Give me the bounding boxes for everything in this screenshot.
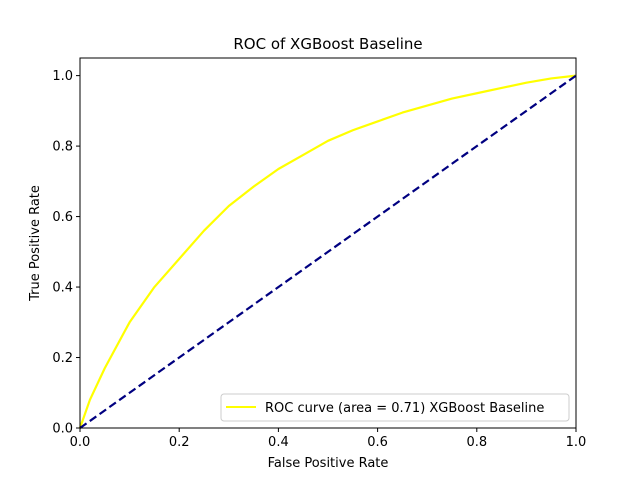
- y-tick-label: 1.0: [52, 69, 73, 84]
- roc-curve-line: [78, 74, 577, 429]
- y-tick-label: 0.6: [52, 210, 73, 225]
- chance-diagonal-line: [79, 74, 577, 429]
- x-tick-label: 1.0: [566, 435, 587, 450]
- plot-frame: [79, 57, 577, 429]
- y-axis-label: True Positive Rate: [28, 185, 43, 302]
- x-tick-label: 0.0: [70, 435, 91, 450]
- x-tick-label: 0.2: [169, 435, 190, 450]
- y-tick-label: 0.2: [52, 351, 73, 366]
- y-tick-label: 0.4: [52, 281, 73, 296]
- legend: ROC curve (area = 0.71) XGBoost Baseline: [220, 393, 570, 422]
- x-tick-label: 0.4: [268, 435, 289, 450]
- x-tick-label: 0.6: [367, 435, 388, 450]
- chart-title: ROC of XGBoost Baseline: [233, 35, 422, 53]
- x-tick-label: 0.8: [466, 435, 487, 450]
- legend-box: [220, 393, 570, 422]
- y-tick-label: 0.0: [52, 422, 73, 437]
- legend-label-roc: ROC curve (area = 0.71) XGBoost Baseline: [265, 401, 544, 416]
- y-tick-label: 0.8: [52, 140, 73, 155]
- x-axis-label: False Positive Rate: [268, 456, 389, 471]
